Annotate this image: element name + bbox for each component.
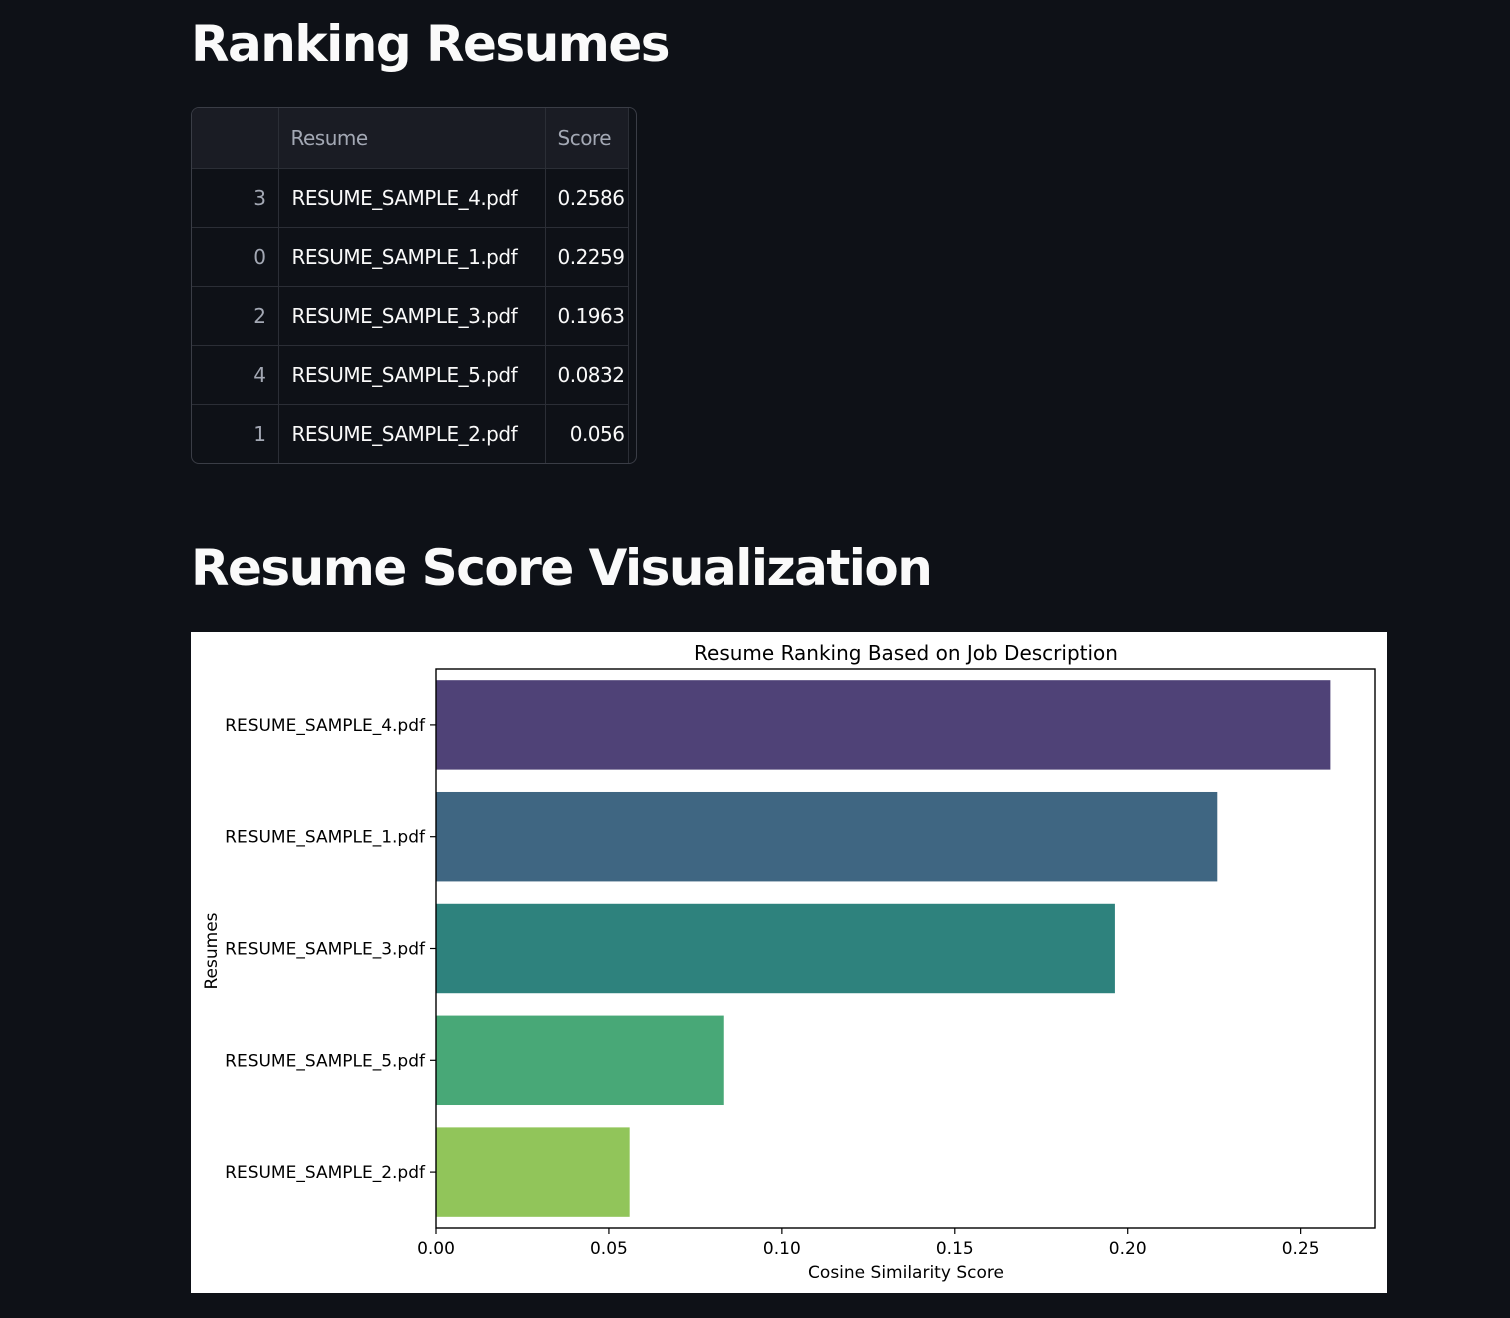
score-cell[interactable]: 0.1963: [545, 286, 630, 346]
x-ticks-group: 0.00 0.05 0.10 0.15 0.20 0.25: [417, 1228, 1320, 1259]
row-index: 3: [192, 168, 279, 228]
bar-chart: Resume Ranking Based on Job Description …: [202, 641, 1376, 1283]
resume-dataframe[interactable]: Resume Score 3 RESUME_SAMPLE_4.pdf 0.258…: [191, 107, 637, 464]
bar: [436, 791, 1218, 882]
table-row[interactable]: 3 RESUME_SAMPLE_4.pdf 0.2586: [192, 168, 630, 228]
plot-frame: [435, 668, 1376, 1229]
table-row[interactable]: 2 RESUME_SAMPLE_3.pdf 0.1963: [192, 286, 630, 346]
table-row[interactable]: 1 RESUME_SAMPLE_2.pdf 0.056: [192, 404, 630, 463]
score-column-header[interactable]: Score: [545, 108, 630, 169]
x-tick-label: 0.05: [590, 1239, 628, 1259]
x-tick-label: 0.15: [936, 1239, 974, 1259]
y-tick-label: RESUME_SAMPLE_2.pdf: [225, 1163, 426, 1183]
row-index: 1: [192, 404, 279, 463]
score-cell[interactable]: 0.0832: [545, 345, 630, 405]
table-row[interactable]: 4 RESUME_SAMPLE_5.pdf 0.0832: [192, 345, 630, 405]
visualization-heading: Resume Score Visualization: [191, 539, 933, 597]
row-index: 0: [192, 227, 279, 287]
x-tick-label: 0.25: [1282, 1239, 1320, 1259]
resume-cell[interactable]: RESUME_SAMPLE_4.pdf: [278, 168, 546, 228]
resume-cell[interactable]: RESUME_SAMPLE_5.pdf: [278, 345, 546, 405]
score-cell[interactable]: 0.2586: [545, 168, 630, 228]
index-column-header[interactable]: [192, 108, 279, 169]
chart-xlabel: Cosine Similarity Score: [808, 1263, 1004, 1283]
y-tick-label: RESUME_SAMPLE_1.pdf: [225, 828, 426, 848]
bar: [436, 1015, 724, 1106]
score-cell[interactable]: 0.056: [545, 404, 630, 463]
bar: [436, 903, 1115, 994]
bar: [436, 680, 1331, 770]
chart-ylabel: Resumes: [202, 912, 222, 989]
row-index: 2: [192, 286, 279, 346]
y-tick-label: RESUME_SAMPLE_3.pdf: [225, 940, 426, 960]
bar: [436, 1127, 630, 1217]
table-row[interactable]: 0 RESUME_SAMPLE_1.pdf 0.2259: [192, 227, 630, 287]
resume-cell[interactable]: RESUME_SAMPLE_3.pdf: [278, 286, 546, 346]
y-tick-label: RESUME_SAMPLE_5.pdf: [225, 1051, 426, 1071]
y-tick-label: RESUME_SAMPLE_4.pdf: [225, 716, 426, 736]
x-tick-label: 0.10: [763, 1239, 801, 1259]
resume-column-header[interactable]: Resume: [278, 108, 546, 169]
y-ticks-group: RESUME_SAMPLE_4.pdf RESUME_SAMPLE_1.pdf RE…: [225, 716, 436, 1183]
x-tick-label: 0.20: [1109, 1239, 1147, 1259]
row-index: 4: [192, 345, 279, 405]
ranking-table: Resume Score 3 RESUME_SAMPLE_4.pdf 0.258…: [192, 108, 630, 463]
ranking-heading: Ranking Resumes: [191, 15, 671, 73]
x-tick-label: 0.00: [417, 1239, 455, 1259]
score-chart-image: Resume Ranking Based on Job Description …: [191, 632, 1387, 1293]
table-header-row: Resume Score: [192, 108, 630, 169]
resume-cell[interactable]: RESUME_SAMPLE_1.pdf: [278, 227, 546, 287]
resume-cell[interactable]: RESUME_SAMPLE_2.pdf: [278, 404, 546, 463]
bars-group: [436, 680, 1331, 1217]
score-cell[interactable]: 0.2259: [545, 227, 630, 287]
chart-title: Resume Ranking Based on Job Description: [694, 641, 1118, 665]
